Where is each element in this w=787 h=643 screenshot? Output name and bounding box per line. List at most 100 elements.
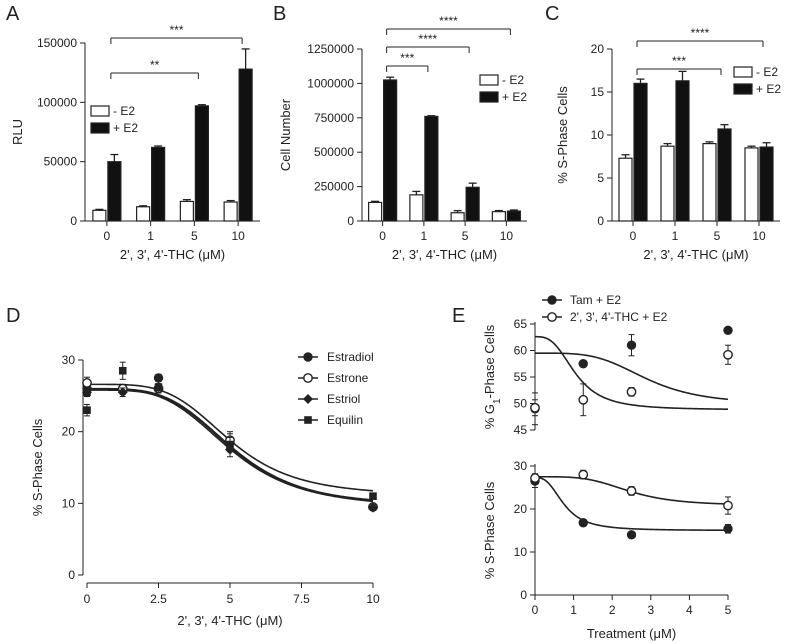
y-axis-label: Cell Number: [278, 98, 293, 171]
panel-d-dose-response: 0 10 20 30 0 2.5 5 7.5 10 Estradiol Estrone Estriol…: [30, 350, 380, 628]
legend-label: Estriol: [327, 392, 360, 406]
y-tick-label: 0: [347, 214, 354, 228]
legend-label: + E2: [502, 90, 527, 104]
legend-label: Equilin: [327, 413, 363, 427]
bar-minus-e2: [744, 147, 759, 222]
legend-label: Tam + E2: [570, 293, 621, 307]
x-tick-label: 1: [147, 229, 154, 243]
y-tick-label: 750000: [314, 111, 354, 125]
x-tick-label: 10: [231, 229, 245, 243]
data-point: [578, 359, 588, 369]
panel-letter-a: A: [6, 3, 20, 25]
legend-swatch: [90, 122, 110, 134]
y-tick-label: 250000: [314, 180, 354, 194]
panel-letter-e: E: [452, 305, 465, 327]
x-tick-label: 5: [714, 229, 721, 243]
y-tick-label: 30: [514, 459, 528, 473]
x-axis-label: 2', 3', 4'-THC (μM): [120, 247, 225, 262]
y-axis-label-part: % G: [482, 404, 497, 429]
data-point: [578, 518, 588, 528]
data-point: [530, 473, 540, 483]
y-tick-label: 20: [62, 425, 76, 439]
bar-plus-e2: [194, 105, 209, 222]
y-axis-label: % G1-Phase Cells: [482, 324, 503, 429]
y-tick-label: 65: [514, 317, 528, 331]
x-tick-label: 5: [191, 229, 198, 243]
y-tick-label: 10: [591, 128, 605, 142]
data-point-equilin: [83, 388, 91, 397]
legend-label: + E2: [113, 121, 138, 135]
bar-minus-e2: [223, 201, 238, 222]
x-tick-label: 5: [725, 603, 732, 617]
y-tick-label: 0: [520, 588, 527, 602]
data-point: [626, 386, 637, 397]
y-tick-label: 10: [62, 496, 76, 510]
x-tick-label: 0: [379, 229, 386, 243]
data-point: [723, 500, 733, 511]
data-point-equilin: [226, 440, 234, 449]
panel-b-bar-chart: 0 250000 500000 750000 1000000 1250000 0 1 5 10 **…: [278, 14, 527, 262]
data-point: [578, 394, 589, 405]
fit-curve: [535, 476, 728, 532]
x-tick-label: 1: [570, 603, 577, 617]
y-tick-label: 20: [514, 502, 528, 516]
x-tick-label: 5: [462, 229, 469, 243]
y-axis-label: % S-Phase Cells: [555, 86, 570, 184]
data-point: [530, 402, 540, 413]
significance-label: **: [150, 58, 160, 72]
x-tick-label: 7.5: [293, 592, 310, 606]
bar-plus-e2: [717, 128, 732, 222]
bar-plus-e2: [465, 186, 480, 222]
data-point: [626, 486, 637, 496]
panel-letter-d: D: [6, 305, 20, 327]
legend-marker: [303, 394, 313, 404]
legend-swatch: [733, 83, 753, 95]
y-tick-label: 60: [514, 344, 528, 358]
x-tick-label: 10: [752, 229, 766, 243]
legend-label: Estrone: [327, 371, 369, 385]
panel-letter-b: B: [273, 3, 286, 25]
bar-plus-e2: [424, 115, 439, 222]
significance-label: ***: [400, 51, 414, 65]
legend-label: - E2: [756, 65, 778, 79]
bar-minus-e2: [136, 206, 151, 222]
legend-label: - E2: [502, 73, 524, 87]
data-point-estrone: [82, 378, 92, 388]
legend-marker: [304, 416, 312, 424]
y-axis-label-part: -Phase Cells: [482, 324, 497, 398]
bar-minus-e2: [702, 143, 717, 222]
significance-label: ****: [419, 32, 438, 46]
bar-plus-e2: [506, 210, 521, 222]
legend-swatch: [733, 66, 753, 78]
y-tick-label: 0: [597, 214, 604, 228]
significance-label: ****: [691, 26, 710, 40]
legend-marker: [303, 352, 313, 362]
y-tick-label: 55: [514, 370, 528, 384]
x-axis-label: 2', 3', 4'-THC (μM): [643, 247, 748, 262]
bar-minus-e2: [450, 212, 465, 222]
data-point-equilin: [118, 366, 127, 375]
y-axis-label-part: 1: [492, 398, 503, 404]
y-tick-label: 1000000: [307, 76, 354, 90]
y-tick-label: 0: [68, 568, 75, 582]
x-tick-label: 1: [672, 229, 679, 243]
x-tick-label: 10: [500, 229, 514, 243]
x-tick-label: 0: [532, 603, 539, 617]
legend-marker: [547, 312, 557, 322]
y-tick-label: 10: [514, 545, 528, 559]
significance-label: ***: [169, 23, 183, 37]
x-tick-label: 0: [104, 229, 111, 243]
legend-label: Estradiol: [327, 350, 374, 364]
legend-label: + E2: [756, 82, 781, 96]
y-tick-label: 150000: [37, 36, 77, 50]
bar-minus-e2: [92, 209, 107, 222]
x-axis-label: 2', 3', 4'-THC (μM): [177, 613, 282, 628]
bar-plus-e2: [633, 82, 648, 222]
data-point-equilin: [83, 406, 91, 414]
significance-label: ****: [439, 14, 458, 28]
bar-minus-e2: [409, 194, 424, 222]
